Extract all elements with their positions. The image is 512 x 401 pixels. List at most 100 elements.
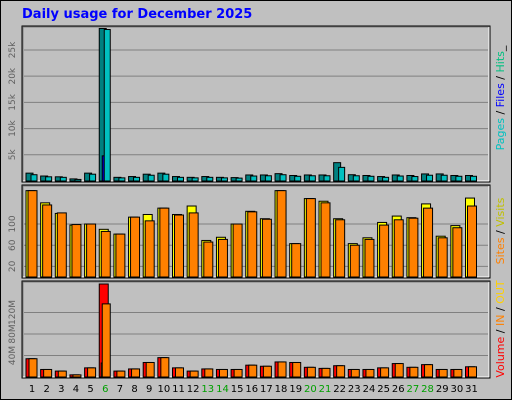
legend-segment: IN: [494, 315, 507, 326]
bar-pages-day-20: [308, 175, 316, 182]
bar-kb-out-day-30: [453, 368, 463, 378]
bar-sites-day-1: [27, 190, 38, 278]
bar-kb-out-day-10: [160, 357, 170, 378]
bar-kb-out-day-21: [321, 367, 331, 378]
day-label-18: 18: [275, 384, 288, 395]
hits-panel-tick-label: 5k: [8, 149, 18, 161]
day-label-30: 30: [450, 384, 463, 395]
bar-kb-out-day-23: [350, 368, 360, 378]
bar-sites-day-30: [452, 227, 463, 278]
legend-volume: Volume / IN / OUT: [494, 280, 507, 378]
bar-sites-day-3: [56, 212, 67, 278]
bar-pages-day-14: [220, 177, 228, 182]
bar-kb-out-day-20: [306, 366, 316, 378]
bar-pages-day-29: [440, 174, 448, 182]
bar-sites-day-7: [115, 233, 126, 278]
bar-kb-out-day-5: [87, 367, 97, 378]
legend-segment: Visits: [494, 197, 507, 226]
bar-pages-day-1: [30, 174, 38, 182]
bar-sites-day-16: [247, 211, 258, 278]
day-label-23: 23: [348, 384, 361, 395]
bar-pages-day-25: [382, 176, 390, 182]
volume-panel-tick-label: 40M: [8, 346, 18, 365]
bar-kb-out-day-28: [424, 364, 434, 378]
bar-sites-day-21: [320, 202, 331, 278]
bar-pages-day-22: [338, 166, 346, 182]
bar-kb-out-day-13: [204, 368, 214, 378]
bar-sites-day-29: [437, 237, 448, 278]
bar-kb-out-day-17: [262, 365, 272, 378]
bar-pages-day-2: [45, 176, 53, 182]
bar-pages-day-16: [250, 175, 258, 182]
bar-kb-out-day-1: [28, 358, 38, 378]
bar-kb-out-day-15: [233, 368, 243, 378]
hits-panel-tick-label: 20k: [8, 67, 18, 84]
legend-segment: /: [494, 326, 507, 337]
bar-sites-day-13: [203, 241, 214, 278]
bar-pages-day-15: [235, 177, 243, 182]
bar-sites-day-22: [335, 219, 346, 278]
day-label-10: 10: [157, 384, 170, 395]
visits-panel-tick-label: 100: [8, 215, 18, 232]
bar-sites-day-15: [232, 223, 243, 278]
bar-pages-day-17: [264, 175, 272, 182]
bar-kb-out-day-19: [292, 361, 302, 378]
day-label-8: 8: [131, 384, 137, 395]
legend-segment: Pages: [494, 118, 507, 151]
bar-kb-out-day-8: [131, 368, 141, 378]
bar-kb-out-day-7: [116, 370, 126, 378]
bar-sites-day-25: [379, 224, 390, 278]
bar-kb-out-day-6: [101, 303, 111, 378]
bar-kb-out-day-12: [189, 370, 199, 378]
bar-kb-out-day-26: [394, 363, 404, 378]
bar-sites-day-6: [100, 230, 111, 278]
bar-pages-day-7: [118, 177, 126, 182]
day-label-3: 3: [58, 384, 64, 395]
bar-pages-day-30: [455, 175, 463, 182]
bar-pages-day-31: [470, 175, 477, 182]
bar-pages-day-26: [396, 175, 404, 182]
bar-pages-day-11: [177, 176, 184, 182]
day-label-9: 9: [146, 384, 152, 395]
day-label-26: 26: [392, 384, 405, 395]
bar-kb-out-day-11: [175, 367, 184, 378]
day-label-29: 29: [436, 384, 449, 395]
bar-sites-day-20: [305, 198, 316, 278]
bar-kb-out-day-14: [218, 368, 228, 378]
bar-sites-day-10: [159, 207, 170, 278]
bar-pages-day-27: [411, 176, 419, 182]
bar-sites-day-28: [423, 207, 434, 278]
volume-panel-tick-label: 120M: [8, 300, 18, 325]
chart-title: Daily usage for December 2025: [22, 7, 253, 22]
bar-kb-out-day-24: [365, 368, 375, 378]
day-label-24: 24: [363, 384, 376, 395]
legend-segment: /: [494, 227, 507, 238]
legend-segment: /: [494, 304, 507, 315]
legend-segment: /: [494, 72, 507, 83]
hits-panel-tick-label: 15k: [8, 93, 18, 110]
day-label-19: 19: [289, 384, 302, 395]
day-label-25: 25: [377, 384, 390, 395]
bar-kb-out-day-25: [380, 367, 390, 378]
bar-pages-day-6: [103, 29, 111, 182]
legend-segment: Files: [494, 83, 507, 107]
bar-pages-day-12: [191, 177, 199, 182]
day-label-4: 4: [73, 384, 79, 395]
day-label-7: 7: [117, 384, 123, 395]
bar-sites-day-8: [130, 216, 141, 278]
bar-sites-day-17: [261, 218, 272, 278]
bar-pages-day-19: [294, 175, 302, 182]
bar-pages-day-8: [133, 176, 141, 182]
bar-kb-out-day-3: [57, 370, 67, 378]
bar-sites-day-18: [276, 190, 287, 278]
legend-segment: Volume: [494, 336, 507, 377]
bar-pages-day-21: [323, 175, 331, 182]
day-label-13: 13: [201, 384, 214, 395]
volume-panel-tick-label: 80M: [8, 324, 18, 343]
day-label-17: 17: [260, 384, 273, 395]
bar-sites-day-11: [174, 214, 184, 278]
legend-segment: Sites: [494, 237, 507, 264]
bar-kb-out-day-29: [438, 368, 448, 378]
